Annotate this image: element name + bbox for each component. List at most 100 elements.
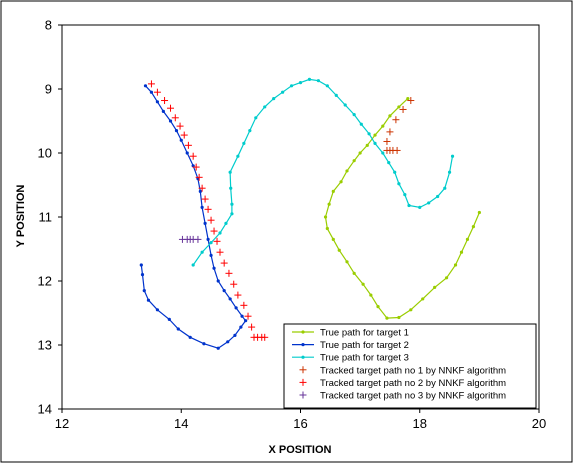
data-point	[298, 81, 303, 85]
data-point	[369, 293, 373, 297]
legend-entry-6: Tracked target path no 3 by NNKF algorit…	[299, 391, 506, 402]
data-point	[209, 253, 213, 257]
data-point	[248, 129, 252, 133]
data-point	[365, 143, 369, 147]
data-point	[228, 170, 232, 174]
data-point	[327, 202, 331, 206]
data-point	[409, 308, 413, 312]
data-point	[444, 276, 449, 280]
data-point	[202, 342, 206, 346]
legend-entry-1: True path for target 1	[292, 328, 409, 339]
data-point	[393, 146, 401, 154]
data-point	[240, 314, 244, 318]
data-point	[352, 159, 356, 163]
series-6	[178, 235, 202, 243]
legend-label: True path for target 2	[320, 340, 409, 351]
data-point	[225, 269, 233, 277]
y-tick-label: 13	[38, 338, 52, 353]
data-point	[200, 250, 204, 254]
data-point	[167, 317, 171, 321]
data-point	[192, 163, 200, 171]
data-point	[184, 141, 192, 149]
data-point	[204, 205, 212, 213]
data-point	[236, 154, 240, 158]
data-point	[240, 301, 248, 309]
data-point	[220, 259, 228, 267]
data-point	[477, 210, 481, 215]
data-point	[339, 180, 343, 184]
data-point	[228, 297, 232, 301]
series-5	[147, 80, 269, 341]
data-point	[209, 241, 213, 245]
y-tick-label: 9	[45, 82, 52, 97]
x-tick-label: 18	[413, 416, 427, 431]
legend-entry-2: True path for target 2	[292, 340, 409, 351]
series-3	[191, 77, 455, 267]
data-point	[263, 105, 267, 109]
x-tick-label: 16	[293, 416, 307, 431]
data-point	[248, 323, 256, 331]
y-tick-label: 11	[39, 210, 53, 225]
data-point	[403, 193, 407, 197]
data-point	[406, 97, 410, 101]
data-point	[161, 109, 165, 113]
data-point	[212, 266, 216, 270]
series-line-1	[324, 98, 480, 319]
x-tick-label: 20	[532, 416, 546, 431]
data-point	[385, 316, 389, 320]
data-point	[373, 133, 377, 137]
data-point	[337, 248, 341, 252]
data-point	[143, 84, 148, 88]
data-point	[316, 79, 320, 83]
data-point	[459, 250, 464, 254]
data-point	[281, 90, 285, 94]
legend-marker	[299, 366, 307, 374]
data-point	[254, 116, 258, 120]
data-point	[210, 227, 218, 235]
data-point	[261, 333, 269, 341]
data-point	[418, 205, 422, 209]
data-point	[407, 203, 411, 208]
legend-entry-3: True path for target 3	[292, 353, 409, 364]
data-point	[207, 216, 215, 224]
data-point	[421, 297, 425, 301]
data-point	[229, 186, 233, 190]
data-point	[376, 305, 380, 309]
data-point	[244, 312, 252, 320]
data-point	[443, 186, 447, 190]
data-point	[450, 154, 455, 158]
data-point	[216, 346, 220, 350]
data-point	[345, 260, 349, 264]
series-2	[139, 84, 248, 350]
data-point	[381, 124, 385, 128]
data-point	[343, 103, 347, 107]
data-point	[195, 173, 203, 181]
legend-entry-5: Tracked target path no 2 by NNKF algorit…	[299, 378, 506, 389]
data-point	[381, 151, 385, 155]
data-point	[180, 131, 188, 139]
data-point	[397, 315, 401, 320]
data-point	[224, 221, 228, 225]
data-point	[352, 113, 356, 117]
data-point	[216, 248, 224, 256]
data-point	[433, 285, 437, 289]
data-point	[206, 237, 210, 241]
x-tick-label: 14	[174, 416, 188, 431]
legend-marker	[301, 343, 305, 347]
data-point	[233, 333, 237, 337]
data-point	[392, 116, 400, 124]
y-tick-label: 14	[38, 402, 52, 417]
data-point	[198, 189, 202, 193]
legend-box	[283, 323, 537, 409]
data-point	[244, 319, 248, 323]
data-point	[216, 279, 220, 283]
data-point	[388, 114, 392, 118]
data-point	[359, 122, 363, 126]
data-point	[397, 182, 401, 186]
data-point	[447, 170, 452, 174]
data-point	[234, 306, 238, 310]
data-point	[218, 231, 222, 235]
data-point	[397, 105, 401, 109]
